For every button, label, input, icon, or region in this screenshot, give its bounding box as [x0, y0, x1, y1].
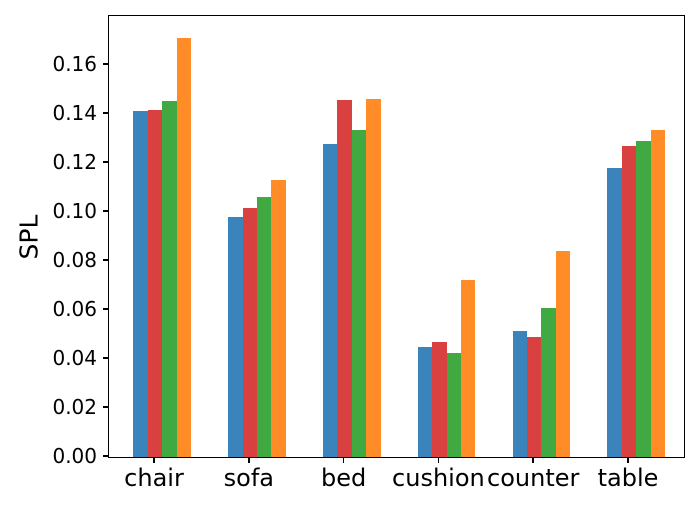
bar: [271, 180, 286, 457]
y-tick-mark: [103, 161, 108, 163]
y-tick-mark: [103, 259, 108, 261]
y-tick-mark: [103, 210, 108, 212]
bar: [527, 336, 542, 457]
y-tick-label: 0.06: [52, 297, 97, 321]
x-tick-mark: [248, 457, 250, 463]
plot-area: [108, 15, 685, 458]
y-tick-label: 0.14: [52, 101, 97, 125]
bar: [228, 217, 243, 457]
y-tick-label: 0.10: [52, 199, 97, 223]
bars-layer: [109, 16, 684, 457]
bar: [351, 130, 367, 457]
x-tick-mark: [153, 457, 155, 463]
bar: [512, 330, 527, 457]
y-tick-label: 0.12: [52, 150, 97, 174]
y-tick-mark: [103, 63, 108, 65]
bar: [432, 342, 447, 457]
x-tick-mark: [437, 457, 440, 463]
bar: [607, 167, 622, 457]
y-tick-mark: [103, 455, 108, 457]
bar: [621, 146, 637, 457]
bar: [337, 100, 352, 457]
x-tick-label: sofa: [223, 464, 274, 492]
bar: [323, 144, 338, 457]
bar: [162, 100, 177, 457]
x-tick-label: cushion: [392, 464, 485, 492]
bar: [541, 307, 556, 457]
y-tick-label: 0.08: [52, 248, 97, 272]
y-tick-label: 0.02: [52, 395, 97, 419]
x-tick-label: counter: [487, 464, 580, 492]
x-tick-mark: [532, 457, 534, 463]
bar: [555, 251, 571, 457]
x-tick-mark: [627, 457, 629, 463]
y-tick-label: 0.04: [52, 346, 97, 370]
x-tick-mark: [342, 457, 345, 463]
y-tick-mark: [103, 406, 108, 408]
bar: [242, 207, 257, 457]
bar: [461, 280, 476, 457]
y-tick-mark: [103, 112, 108, 114]
bar: [636, 140, 651, 457]
bar: [446, 353, 461, 457]
x-tick-label: table: [597, 464, 659, 492]
bar: [147, 109, 163, 457]
y-tick-mark: [103, 357, 108, 359]
y-tick-label: 0.00: [52, 444, 97, 468]
bar: [133, 111, 148, 457]
bar: [257, 196, 272, 457]
bar: [650, 130, 665, 457]
x-tick-label: chair: [124, 464, 184, 492]
x-tick-label: bed: [320, 464, 367, 492]
bar: [417, 346, 433, 457]
bar: [176, 37, 191, 457]
bar: [366, 98, 381, 457]
y-tick-label: 0.16: [52, 52, 97, 76]
y-tick-mark: [103, 308, 108, 310]
